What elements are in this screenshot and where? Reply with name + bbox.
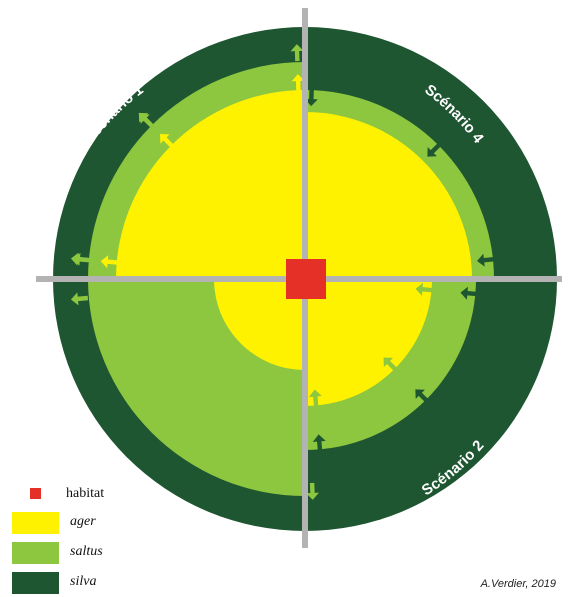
scenario-1-ager [116,90,305,279]
habitat-square [286,259,326,299]
ager-arrow [100,255,118,269]
saltus-arrow [70,292,89,306]
silva-arrow [415,389,429,403]
saltus-arrow [140,114,154,128]
scenario-3-ager [214,279,305,370]
silva-arrow [477,253,495,267]
saltus-swatch [12,542,59,564]
credit-text: A.Verdier, 2019 [480,578,556,590]
legend-label-habitat: habitat [66,486,105,501]
saltus-arrow [308,389,322,407]
saltus-arrow [305,482,319,500]
arrows-group [70,44,495,500]
saltus-arrow [72,252,91,266]
silva-arrow [312,434,326,452]
scenario-4-ager [305,112,472,279]
legend-label-silva: silva [70,574,97,589]
ager-arrow [160,134,174,148]
saltus-arrow [415,282,433,296]
silva-arrow [304,89,318,107]
scenario-2-ager [305,279,432,406]
silva-swatch [12,572,59,594]
ager-swatch [12,512,59,534]
legend-label-ager: ager [70,514,96,529]
saltus-arrow [290,44,304,62]
silva-arrow [427,143,441,157]
ager-arrow [291,74,305,92]
legend-label-saltus: saltus [70,544,103,559]
saltus-arrow [383,357,398,372]
silva-arrow [460,286,478,300]
habitat-swatch [30,488,41,499]
